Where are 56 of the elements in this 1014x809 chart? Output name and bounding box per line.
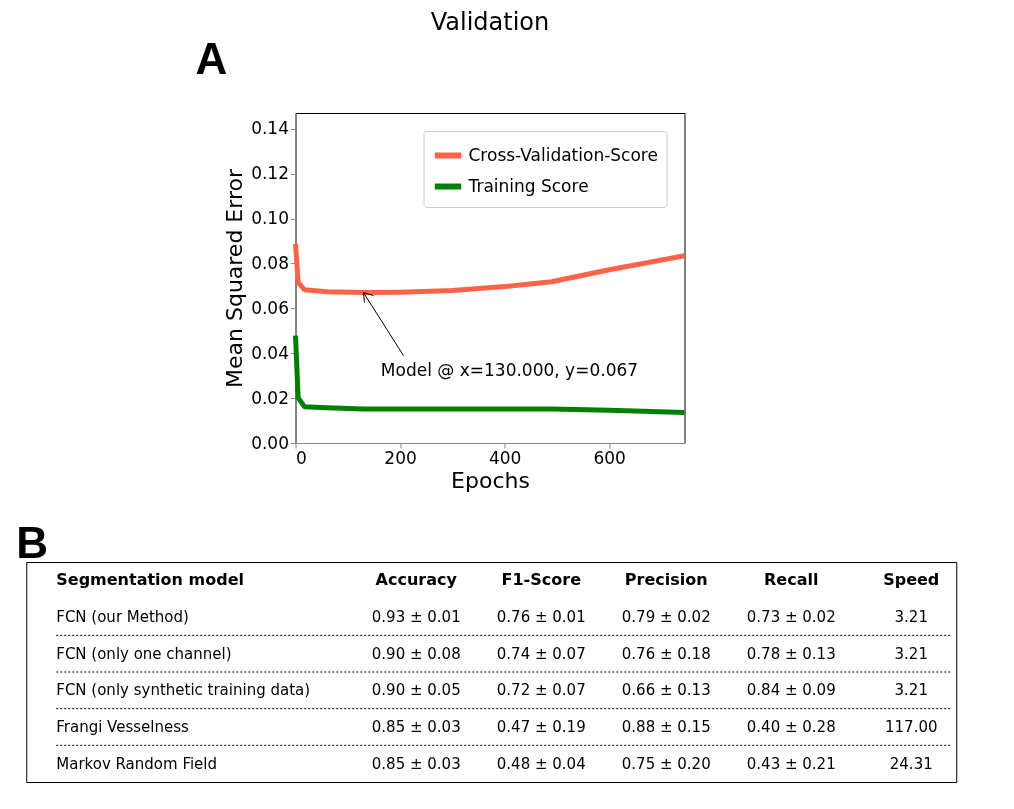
text: 3.21 — [894, 644, 928, 663]
x-axis-title: Epochs — [451, 467, 530, 493]
text: FCN (only synthetic training data) — [56, 681, 311, 700]
x-tick-label: 0 — [296, 447, 307, 468]
text: 0.72 ± 0.07 — [496, 681, 586, 700]
text: 0.47 ± 0.19 — [496, 718, 586, 736]
text: 0.76 ± 0.01 — [496, 608, 586, 626]
y-tick-label: 0.12 — [251, 163, 289, 184]
category-label: Segmentation model — [56, 570, 244, 590]
category-label: Accuracy — [375, 570, 458, 590]
category-label: Speed — [883, 570, 940, 590]
y-tick-label: 0.00 — [251, 432, 289, 453]
category-label: F1-Score — [501, 570, 582, 590]
text: 0.93 ± 0.01 — [371, 608, 461, 626]
text: 0.88 ± 0.15 — [621, 718, 711, 736]
text: B — [16, 518, 49, 567]
y-tick-label: 0.14 — [251, 118, 289, 139]
text: 0.85 ± 0.03 — [371, 718, 461, 736]
text: 0.79 ± 0.02 — [621, 608, 711, 626]
text: 0.78 ± 0.13 — [746, 644, 836, 663]
x-tick-label: 600 — [593, 447, 626, 468]
text: 117.00 — [885, 718, 938, 736]
legend-label: Training Score — [467, 175, 589, 196]
text: 0.66 ± 0.13 — [621, 681, 711, 700]
annotation: Model @ x=130.000, y=0.067 — [380, 359, 639, 380]
text: 0.75 ± 0.20 — [621, 754, 711, 773]
y-tick-label: 0.06 — [251, 297, 289, 318]
legend-label: Cross-Validation-Score — [468, 144, 658, 165]
text: 24.31 — [889, 754, 933, 773]
y-tick-label: 0.08 — [251, 252, 289, 273]
x-tick-label: 400 — [488, 447, 522, 468]
text: 3.21 — [894, 681, 928, 700]
category-label: Recall — [764, 570, 819, 590]
text: Markov Random Field — [56, 754, 218, 773]
text: Frangi Vesselness — [56, 718, 189, 736]
text: A — [195, 34, 228, 83]
y-tick-label: 0.10 — [251, 208, 289, 229]
text: 0.90 ± 0.05 — [371, 681, 461, 700]
text: 0.43 ± 0.21 — [746, 754, 836, 773]
text: 0.76 ± 0.18 — [621, 644, 711, 663]
chart-title: Validation — [430, 8, 550, 36]
y-tick-label: 0.04 — [251, 342, 289, 363]
text: 0.73 ± 0.02 — [746, 608, 836, 626]
text: 0.90 ± 0.08 — [371, 644, 461, 663]
y-axis-title: Mean Squared Error — [222, 168, 248, 388]
x-tick-label: 200 — [384, 447, 417, 468]
text: FCN (only one channel) — [56, 644, 232, 663]
category-label: Precision — [624, 570, 708, 590]
text: 0.48 ± 0.04 — [496, 754, 586, 773]
text: 0.74 ± 0.07 — [496, 644, 586, 663]
text: 0.84 ± 0.09 — [746, 681, 836, 700]
text: FCN (our Method) — [56, 608, 189, 626]
y-tick-label: 0.02 — [251, 387, 289, 408]
text: 0.85 ± 0.03 — [371, 754, 461, 773]
text: 3.21 — [894, 608, 928, 626]
text: 0.40 ± 0.28 — [746, 718, 836, 736]
